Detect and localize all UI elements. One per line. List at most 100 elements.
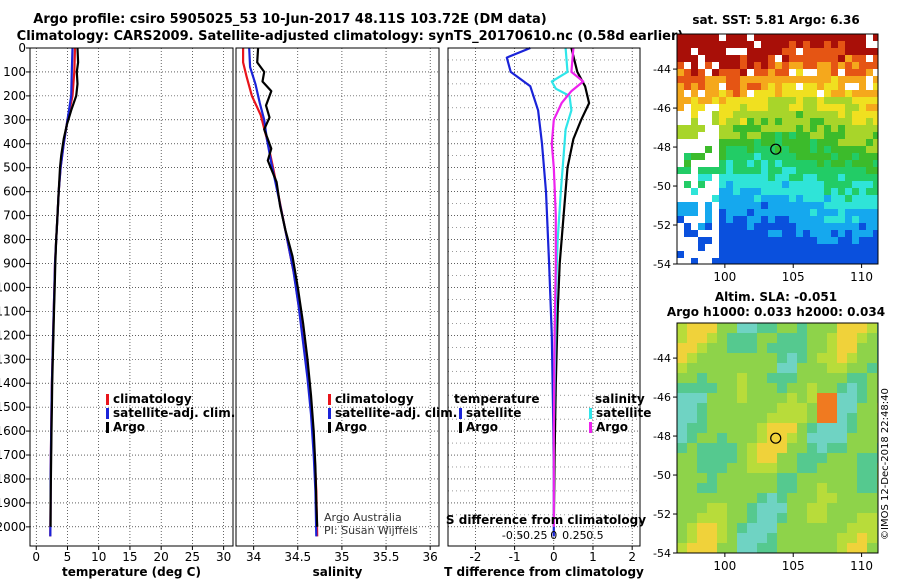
sst-cell xyxy=(817,237,825,245)
sst-cell xyxy=(726,188,734,196)
sla-cell xyxy=(717,363,728,374)
sst-cell xyxy=(789,146,797,154)
sst-cell xyxy=(775,167,783,175)
sst-cell xyxy=(733,153,741,161)
sst-cell xyxy=(733,223,741,231)
sst-cell xyxy=(677,55,685,63)
sst-cell xyxy=(677,181,685,189)
sst-cell xyxy=(726,41,734,49)
x-axis-label: salinity xyxy=(313,565,363,579)
sst-cell xyxy=(712,167,720,175)
sst-cell xyxy=(705,48,713,56)
sst-cell xyxy=(691,146,699,154)
sst-cell xyxy=(852,230,860,238)
sla-cell xyxy=(817,513,828,524)
sla-cell xyxy=(797,453,808,464)
sst-cell xyxy=(796,76,804,84)
sst-cell xyxy=(831,237,839,245)
sst-cell xyxy=(810,97,818,105)
sst-cell xyxy=(817,132,825,140)
sst-cell xyxy=(677,237,685,245)
sst-cell xyxy=(677,216,685,224)
map-right-mask xyxy=(878,32,900,276)
sst-cell xyxy=(691,62,699,70)
sla-cell xyxy=(787,453,798,464)
sst-cell xyxy=(810,90,818,98)
sst-cell xyxy=(873,188,881,196)
sla-cell xyxy=(867,433,878,444)
sst-heatmap-cells xyxy=(677,34,881,266)
sst-cell xyxy=(789,153,797,161)
sst-cell xyxy=(859,251,867,259)
sst-cell xyxy=(698,167,706,175)
sst-cell xyxy=(740,62,748,70)
sst-cell xyxy=(775,69,783,77)
sla-cell xyxy=(687,373,698,384)
sst-cell xyxy=(789,251,797,259)
sla-cell xyxy=(677,503,688,514)
sst-cell xyxy=(803,195,811,203)
sst-cell xyxy=(733,132,741,140)
sst-cell xyxy=(866,258,874,266)
sst-cell xyxy=(810,188,818,196)
sla-cell xyxy=(867,543,878,554)
sst-cell xyxy=(859,202,867,210)
sla-cell xyxy=(857,323,868,334)
sst-cell xyxy=(810,34,818,42)
sla-cell xyxy=(807,513,818,524)
sla-cell xyxy=(787,403,798,414)
sst-cell xyxy=(838,174,846,182)
sst-cell xyxy=(740,230,748,238)
sst-cell xyxy=(817,209,825,217)
x-tick-label: 105 xyxy=(782,559,805,573)
sla-cell xyxy=(777,543,788,554)
sla-cell xyxy=(687,413,698,424)
sst-cell xyxy=(726,139,734,147)
sla-cell xyxy=(717,333,728,344)
sst-cell xyxy=(775,111,783,119)
sst-cell xyxy=(824,34,832,42)
sla-cell xyxy=(697,453,708,464)
x-tick-label: 5 xyxy=(64,550,72,564)
sst-cell xyxy=(747,34,755,42)
sla-cell xyxy=(677,333,688,344)
sst-cell xyxy=(747,104,755,112)
sst-cell xyxy=(726,48,734,56)
sst-cell xyxy=(726,153,734,161)
sst-cell xyxy=(831,118,839,126)
sst-cell xyxy=(824,90,832,98)
sst-cell xyxy=(838,41,846,49)
sst-cell xyxy=(866,237,874,245)
sla-cell xyxy=(777,373,788,384)
sst-cell xyxy=(775,223,783,231)
sst-cell xyxy=(754,223,762,231)
sst-cell xyxy=(838,160,846,168)
sst-cell xyxy=(873,69,881,77)
sla-cell xyxy=(697,483,708,494)
sst-cell xyxy=(677,76,685,84)
sst-cell xyxy=(740,244,748,252)
sla-cell xyxy=(757,333,768,344)
x-tick-label: 100 xyxy=(713,270,736,284)
sst-cell xyxy=(747,118,755,126)
sst-cell xyxy=(775,153,783,161)
sla-cell xyxy=(727,473,738,484)
sla-cell xyxy=(747,343,758,354)
sla-cell xyxy=(757,543,768,554)
sst-cell xyxy=(705,90,713,98)
sst-cell xyxy=(810,118,818,126)
sst-cell xyxy=(845,125,853,133)
sst-cell xyxy=(768,139,776,147)
legend-swatch xyxy=(106,422,109,433)
sst-cell xyxy=(677,132,685,140)
sst-cell xyxy=(852,258,860,266)
sst-cell xyxy=(824,118,832,126)
sst-cell xyxy=(705,125,713,133)
sst-cell xyxy=(719,69,727,77)
sst-cell xyxy=(691,139,699,147)
sst-cell xyxy=(782,111,790,119)
sst-cell xyxy=(761,62,769,70)
sst-cell xyxy=(684,125,692,133)
sla-cell xyxy=(777,493,788,504)
sst-cell xyxy=(740,132,748,140)
